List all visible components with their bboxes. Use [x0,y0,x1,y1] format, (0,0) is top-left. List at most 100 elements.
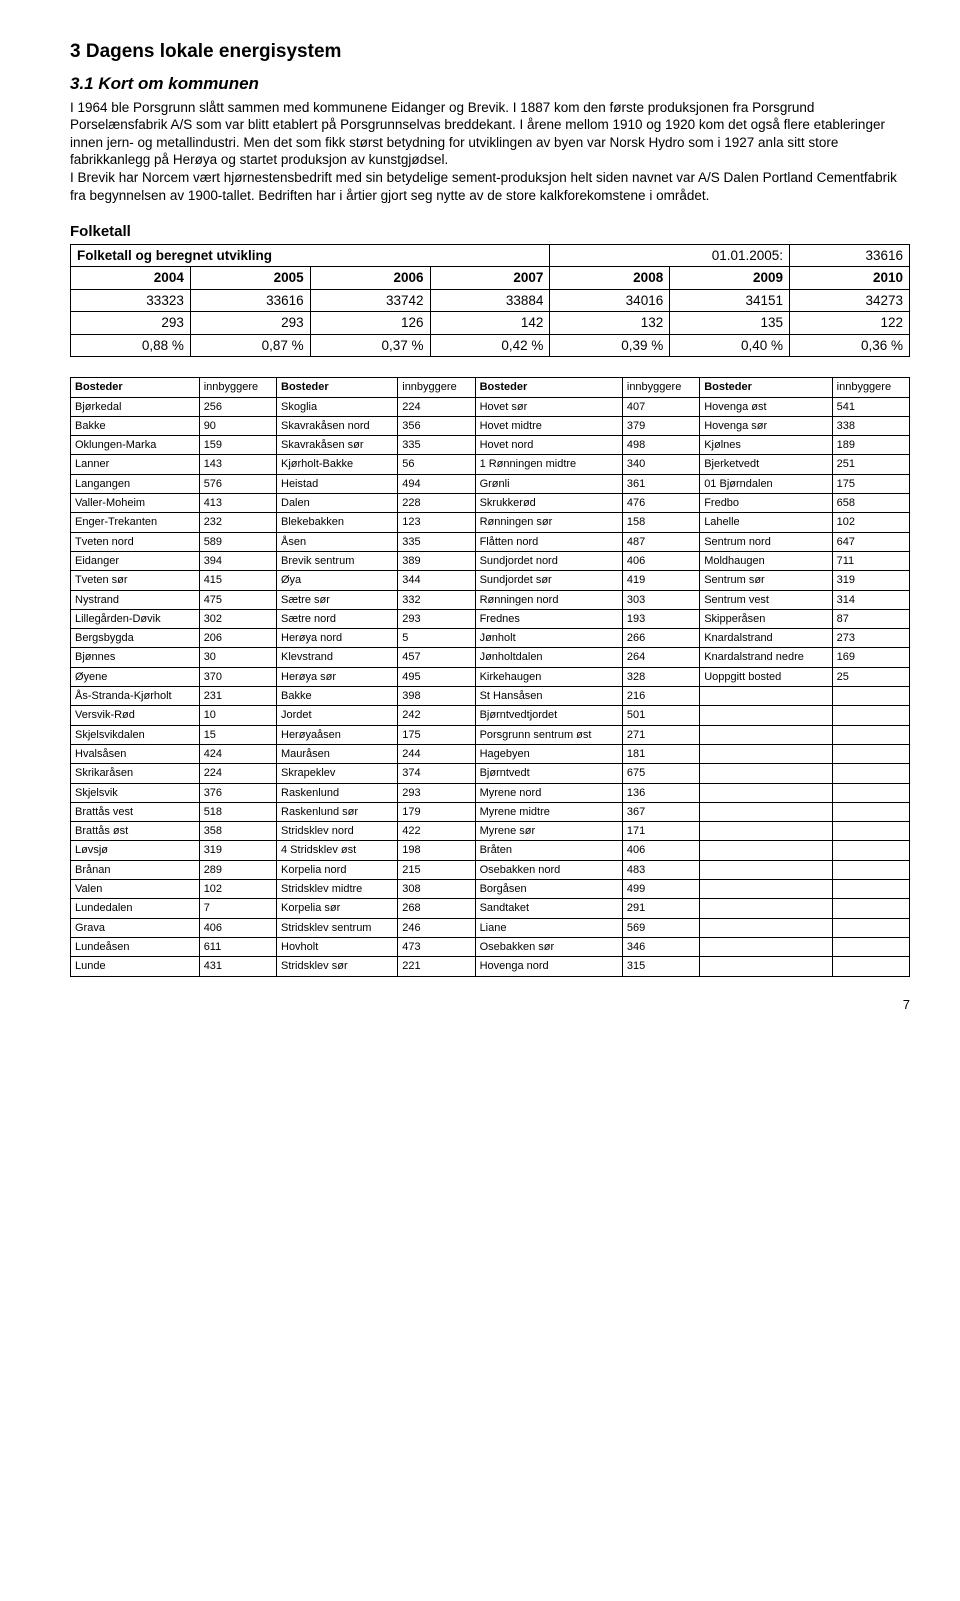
table-cell: 422 [398,822,475,841]
table-cell: 271 [622,725,699,744]
table-cell: Tveten sør [71,571,200,590]
table-cell: 256 [199,397,276,416]
intro-paragraph: I 1964 ble Porsgrunn slått sammen med ko… [70,99,910,204]
table-cell: 7 [199,899,276,918]
table-cell: 2008 [550,267,670,290]
table-cell: Valler-Moheim [71,494,200,513]
table-cell: 335 [398,436,475,455]
table-cell [832,802,909,821]
table-cell: Hvalsåsen [71,744,200,763]
table-cell: Skrikaråsen [71,764,200,783]
table-cell: 332 [398,590,475,609]
table-cell: Lahelle [700,513,832,532]
table-cell: 246 [398,918,475,937]
table-cell [832,918,909,937]
table-cell [700,957,832,976]
heading-2: 3.1 Kort om kommunen [70,73,910,95]
table-cell: 181 [622,744,699,763]
table-cell: Lundedalen [71,899,200,918]
column-header: Bosteder [277,378,398,397]
table-cell: 0,39 % [550,334,670,357]
table-cell: Hovenga sør [700,416,832,435]
table-cell: 5 [398,629,475,648]
folketall-title: Folketall og beregnet utvikling [71,244,550,267]
folketall-date-label: 01.01.2005: [550,244,790,267]
table-cell: 159 [199,436,276,455]
table-cell: Løvsjø [71,841,200,860]
table-row: Oklungen-Marka159Skavrakåsen sør335Hovet… [71,436,910,455]
table-cell: 126 [310,312,430,335]
table-cell: Mauråsen [277,744,398,763]
table-cell: Kjørholt-Bakke [277,455,398,474]
table-cell: 231 [199,687,276,706]
table-cell: Stridsklev sentrum [277,918,398,937]
table-cell: 232 [199,513,276,532]
table-cell: 175 [832,474,909,493]
table-cell: 406 [622,551,699,570]
table-cell: 136 [622,783,699,802]
section-label-folketall: Folketall [70,222,910,242]
table-cell: 475 [199,590,276,609]
table-cell: 302 [199,609,276,628]
table-cell: Lillegården-Døvik [71,609,200,628]
table-cell: 308 [398,880,475,899]
column-header: Bosteder [71,378,200,397]
table-cell: Bjørntvedt [475,764,622,783]
table-cell: 56 [398,455,475,474]
table-cell: Skjelsvik [71,783,200,802]
table-cell [700,822,832,841]
table-cell: Herøya sør [277,667,398,686]
table-cell: 424 [199,744,276,763]
table-cell: Jordet [277,706,398,725]
table-cell: Hovenga øst [700,397,832,416]
table-cell: 221 [398,957,475,976]
table-row: Skrikaråsen224Skrapeklev374Bjørntvedt675 [71,764,910,783]
table-cell: Porsgrunn sentrum øst [475,725,622,744]
table-cell: 494 [398,474,475,493]
table-cell: 457 [398,648,475,667]
table-cell: Skavrakåsen sør [277,436,398,455]
table-cell: 406 [199,918,276,937]
table-cell: 242 [398,706,475,725]
table-row: Lillegården-Døvik302Sætre nord293Frednes… [71,609,910,628]
table-cell: Myrene sør [475,822,622,841]
table-cell: Bjørkedal [71,397,200,416]
table-row: Øyene370Herøya sør495Kirkehaugen328Uoppg… [71,667,910,686]
bosteder-table: BostederinnbyggereBostederinnbyggereBost… [70,377,910,976]
table-cell: 303 [622,590,699,609]
table-cell: Bjerketvedt [700,455,832,474]
table-cell: 143 [199,455,276,474]
column-header: innbyggere [398,378,475,397]
table-cell: Sentrum vest [700,590,832,609]
table-cell: Flåtten nord [475,532,622,551]
table-cell: 0,40 % [670,334,790,357]
table-cell: 169 [832,648,909,667]
table-cell: 33884 [430,289,550,312]
table-cell: 293 [398,783,475,802]
table-row: Skjelsvik376Raskenlund293Myrene nord136 [71,783,910,802]
column-header: innbyggere [199,378,276,397]
table-cell: 01 Bjørndalen [700,474,832,493]
table-cell: Herøya nord [277,629,398,648]
table-cell: 215 [398,860,475,879]
table-cell: Dalen [277,494,398,513]
table-cell: 406 [622,841,699,860]
table-cell: 389 [398,551,475,570]
table-cell [700,937,832,956]
table-cell [832,860,909,879]
table-cell: 266 [622,629,699,648]
table-cell: 189 [832,436,909,455]
table-cell: 224 [199,764,276,783]
table-cell: 25 [832,667,909,686]
table-row: Langangen576Heistad494Grønli36101 Bjørnd… [71,474,910,493]
table-cell: 576 [199,474,276,493]
table-cell: Osebakken sør [475,937,622,956]
table-row: Ås-Stranda-Kjørholt231Bakke398St Hansåse… [71,687,910,706]
table-cell: Stridsklev sør [277,957,398,976]
table-cell: 135 [670,312,790,335]
table-row: Eidanger394Brevik sentrum389Sundjordet n… [71,551,910,570]
table-cell [832,764,909,783]
table-row: Bjørkedal256Skoglia224Hovet sør407Hoveng… [71,397,910,416]
table-cell: 589 [199,532,276,551]
table-cell: 499 [622,880,699,899]
